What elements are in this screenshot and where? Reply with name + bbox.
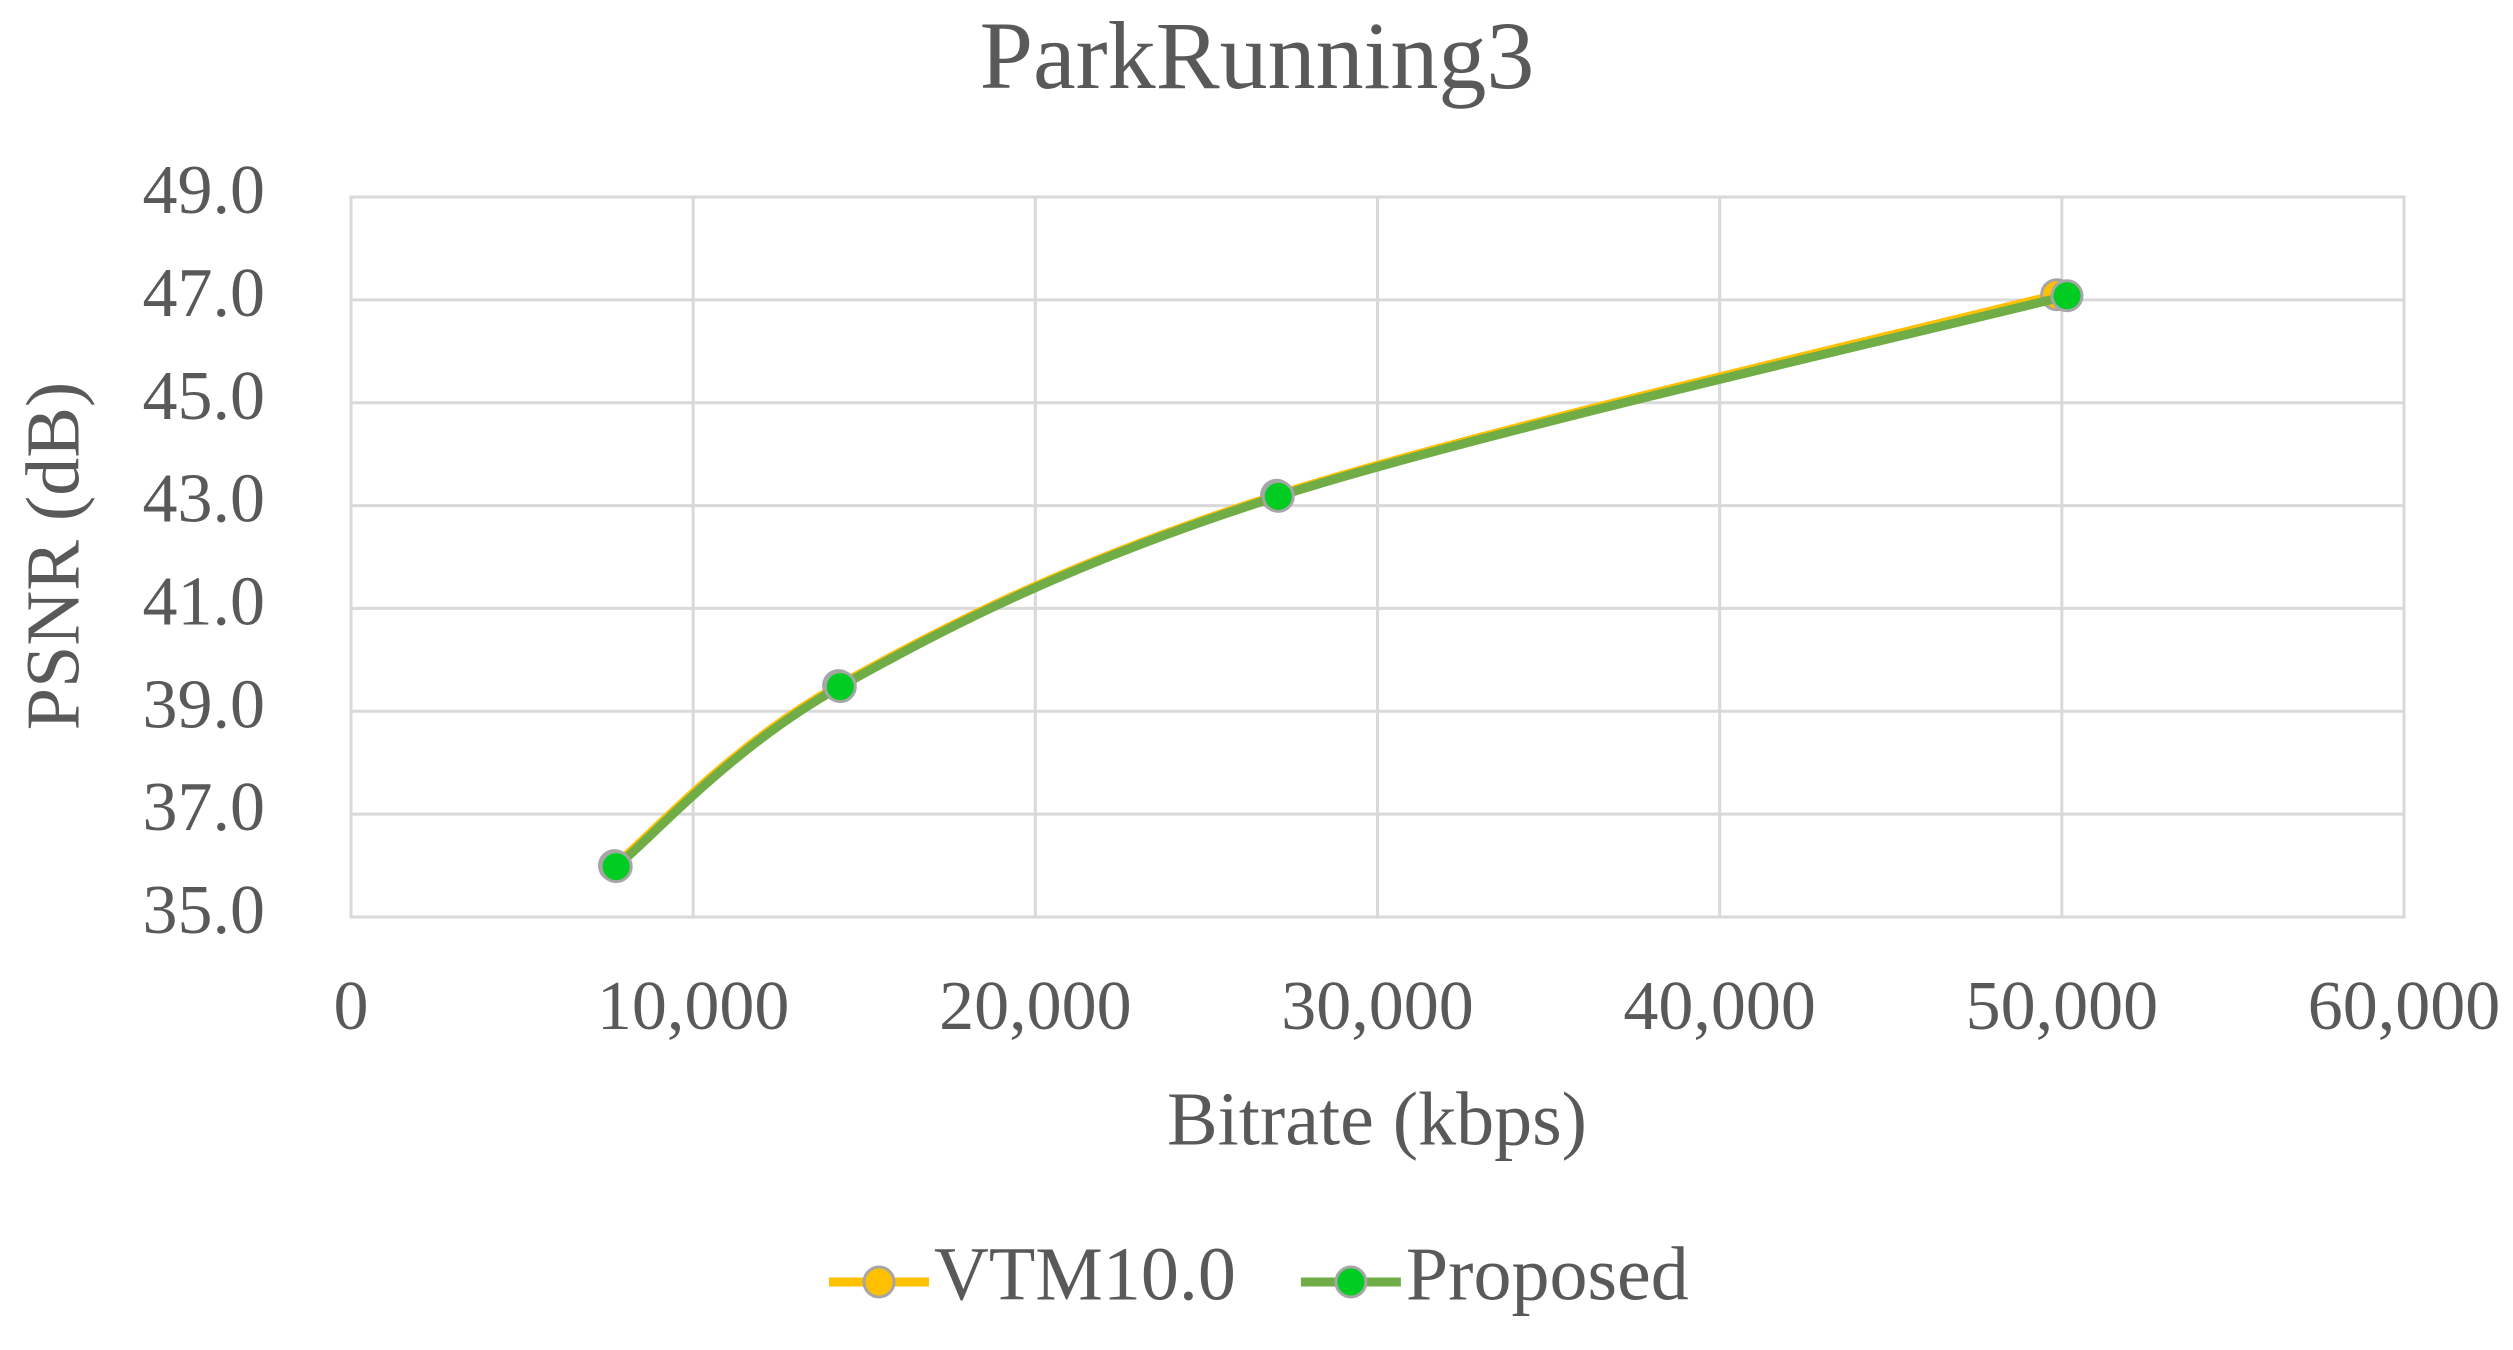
legend-label: Proposed bbox=[1406, 1232, 1689, 1316]
series-line bbox=[611, 291, 2072, 872]
x-tick-label: 10,000 bbox=[597, 968, 790, 1045]
chart-title: ParkRunning3 bbox=[980, 2, 1535, 109]
x-tick-label: 20,000 bbox=[939, 968, 1132, 1045]
legend-label: VTM10.0 bbox=[934, 1232, 1236, 1316]
legend-marker bbox=[862, 1265, 896, 1299]
x-tick-label: 0 bbox=[334, 968, 369, 1045]
point bbox=[1261, 479, 1295, 513]
x-tick-label: 30,000 bbox=[1281, 968, 1474, 1045]
x-tick-label: 60,000 bbox=[2308, 968, 2501, 1045]
point bbox=[2050, 279, 2084, 313]
y-tick-label: 39.0 bbox=[143, 666, 266, 743]
point bbox=[599, 850, 633, 884]
y-tick-label: 37.0 bbox=[143, 769, 266, 846]
y-tick-label: 45.0 bbox=[143, 358, 266, 435]
legend-marker bbox=[1334, 1265, 1368, 1299]
x-tick-label: 40,000 bbox=[1623, 968, 1816, 1045]
y-axis-title: PSNR (dB) bbox=[11, 382, 95, 730]
y-tick-label: 41.0 bbox=[143, 563, 266, 640]
plot-frame bbox=[349, 195, 2406, 919]
point bbox=[823, 670, 857, 704]
x-tick-label: 50,000 bbox=[1966, 968, 2159, 1045]
series-line bbox=[609, 290, 2062, 871]
y-tick-label: 49.0 bbox=[143, 152, 266, 229]
y-tick-label: 35.0 bbox=[143, 872, 266, 949]
x-axis-title: Bitrate (kbps) bbox=[1167, 1077, 1587, 1161]
y-tick-label: 43.0 bbox=[143, 461, 266, 538]
y-tick-label: 47.0 bbox=[143, 255, 266, 332]
